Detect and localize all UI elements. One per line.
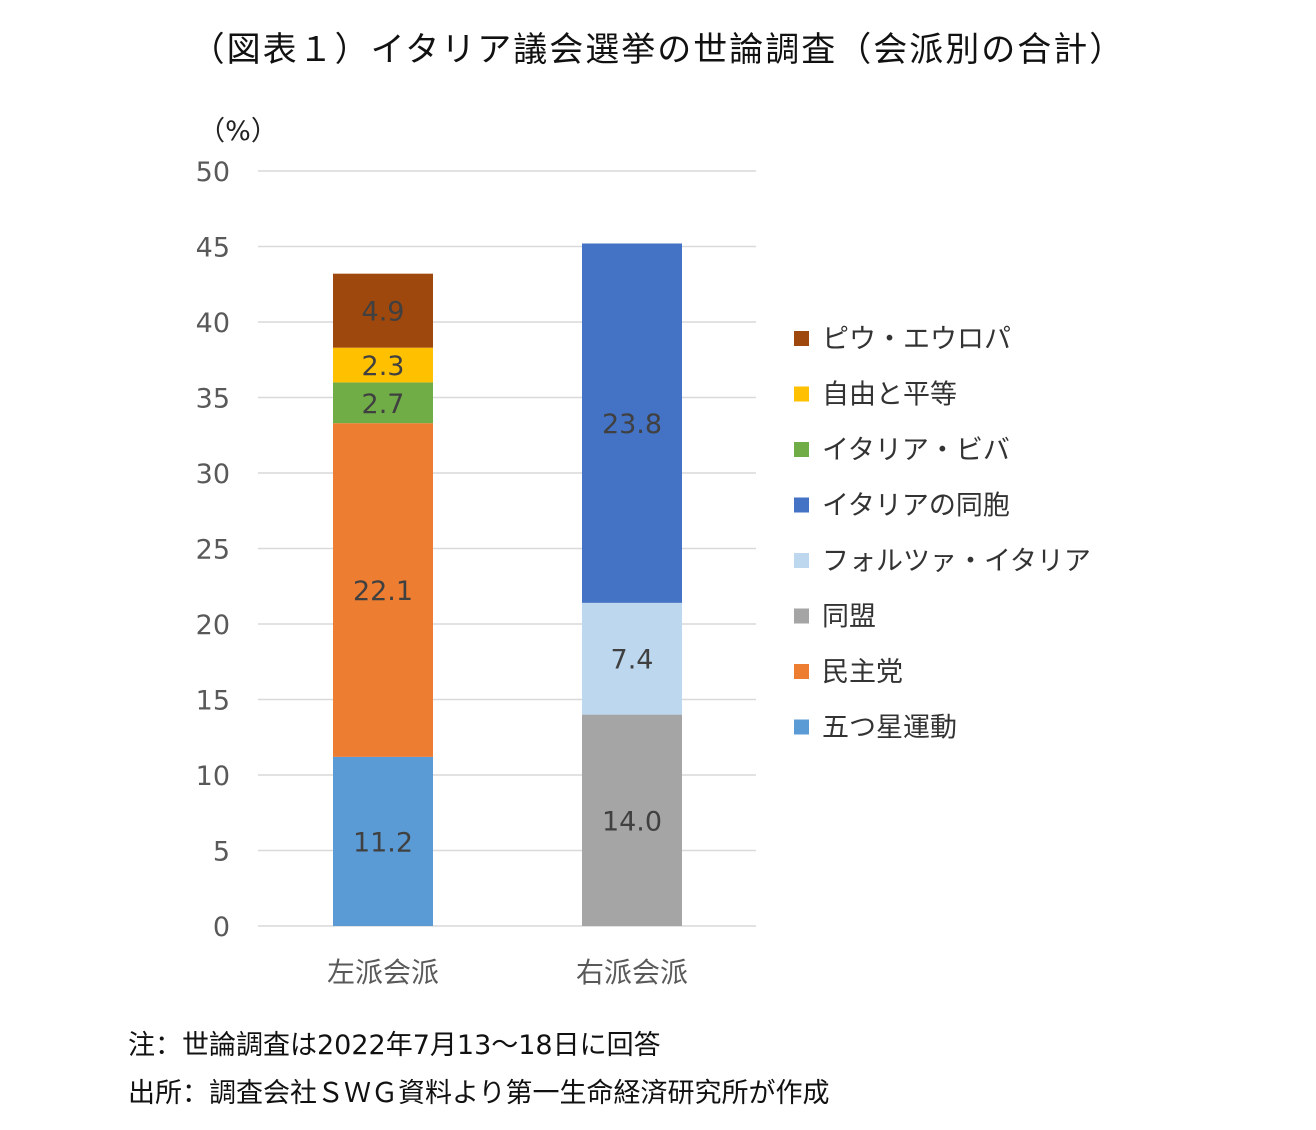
y-tick-label: 30: [196, 459, 230, 490]
legend-swatch: [794, 386, 809, 402]
legend-label: 同盟: [822, 602, 876, 633]
bar-segment: [582, 243, 682, 603]
data-label: 11.2: [353, 827, 413, 858]
legend-label: イタリアの同胞: [822, 491, 1010, 522]
y-tick-label: 40: [196, 308, 230, 339]
bar-segment: [333, 382, 433, 424]
legend-swatch: [794, 331, 809, 346]
y-tick-label: 20: [196, 610, 230, 641]
data-label: 2.7: [362, 389, 405, 420]
legend-swatch: [794, 497, 809, 513]
legend-label: 五つ星運動: [822, 713, 957, 744]
data-label: 23.8: [602, 409, 662, 440]
legend-swatch: [794, 664, 809, 679]
legend-swatch: [794, 553, 809, 568]
survey-note: 注：世論調査は2022年7月13〜18日に回答: [128, 1030, 661, 1061]
y-tick-label: 15: [196, 686, 230, 717]
bar-segment: [333, 273, 433, 348]
bar-segment: [333, 756, 433, 926]
y-tick-label: 50: [196, 157, 230, 188]
y-tick-label: 25: [196, 535, 230, 566]
data-label: 14.0: [602, 806, 662, 837]
y-tick-label: 45: [196, 233, 230, 264]
y-unit-label: （%）: [198, 116, 278, 147]
bar-segment: [582, 602, 682, 715]
bar-segment: [333, 423, 433, 757]
source-note: 出所：調査会社ＳＷＧ資料より第一生命経済研究所が作成: [128, 1078, 830, 1109]
y-tick-label: 10: [196, 761, 230, 792]
notes: 注：世論調査は2022年7月13〜18日に回答 出所：調査会社ＳＷＧ資料より第一…: [128, 1022, 829, 1118]
legend-label: フォルツァ・イタリア: [822, 546, 1091, 577]
data-label: 22.1: [353, 576, 413, 607]
data-label: 2.3: [362, 351, 405, 382]
legend-swatch: [794, 719, 809, 735]
stacked-bar-chart: 0 5 10 15 20 25 30 35 40 45 50 （%） 11.2 22.1 2.7 2.3 4.9…: [196, 116, 1091, 989]
legend-label: ピウ・エウロパ: [822, 324, 1011, 355]
bar-segment: [333, 347, 433, 383]
legend-swatch: [794, 608, 809, 624]
x-tick-label: 左派会派: [327, 956, 439, 989]
chart-title: （図表１）イタリア議会選挙の世論調査（会派別の合計）: [190, 30, 1126, 70]
y-tick-label: 5: [213, 837, 230, 868]
y-tick-label: 0: [213, 912, 230, 943]
legend-swatch: [794, 442, 809, 457]
legend-label: イタリア・ビバ: [822, 435, 1010, 466]
legend-label: 自由と平等: [822, 380, 957, 411]
y-tick-label: 35: [196, 384, 230, 415]
x-tick-label: 右派会派: [576, 956, 688, 989]
legend-label: 民主党: [822, 657, 903, 688]
data-label: 4.9: [362, 297, 405, 328]
bar-segment: [582, 714, 682, 926]
data-label: 7.4: [611, 645, 654, 676]
